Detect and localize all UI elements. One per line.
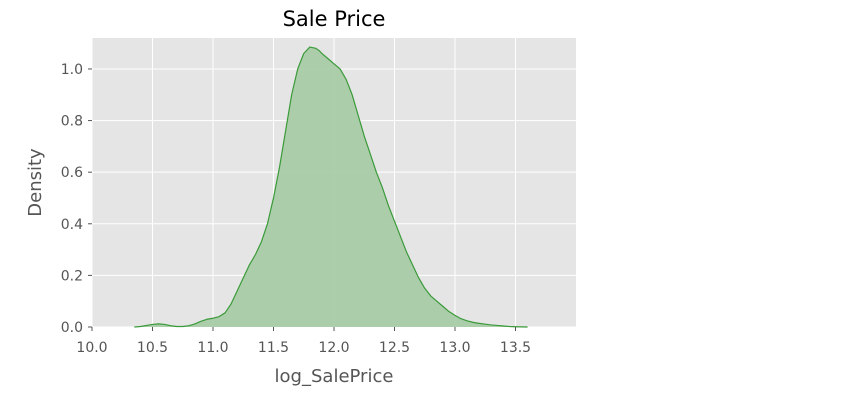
x-axis-label: log_SalePrice [275,366,394,387]
x-tick-label: 13.5 [500,340,531,356]
x-tick-label: 13.0 [439,340,470,356]
x-axis-ticks: 10.0 10.5 11.0 11.5 12.0 12.5 13.0 13.5 [76,327,531,356]
y-tick-label: 0.0 [61,320,83,336]
x-tick-label: 12.0 [318,340,349,356]
density-line [134,46,528,328]
x-gridlines [91,38,516,327]
chart-title: Sale Price [283,7,386,31]
density-area-fill [134,47,528,327]
x-tick-label: 11.5 [258,340,289,356]
x-tick-label: 10.5 [137,340,168,356]
y-tick-label: 0.2 [61,268,83,284]
y-tick-label: 1.0 [61,62,83,78]
y-axis-ticks: 0.0 0.2 0.4 0.6 0.8 1.0 [61,62,92,336]
x-tick-label: 12.5 [379,340,410,356]
y-tick-label: 0.6 [61,165,83,181]
x-tick-label: 11.0 [197,340,228,356]
y-tick-label: 0.4 [61,217,83,233]
x-tick-label: 10.0 [76,340,107,356]
y-tick-label: 0.8 [61,114,83,130]
y-axis-label: Density [25,148,46,217]
